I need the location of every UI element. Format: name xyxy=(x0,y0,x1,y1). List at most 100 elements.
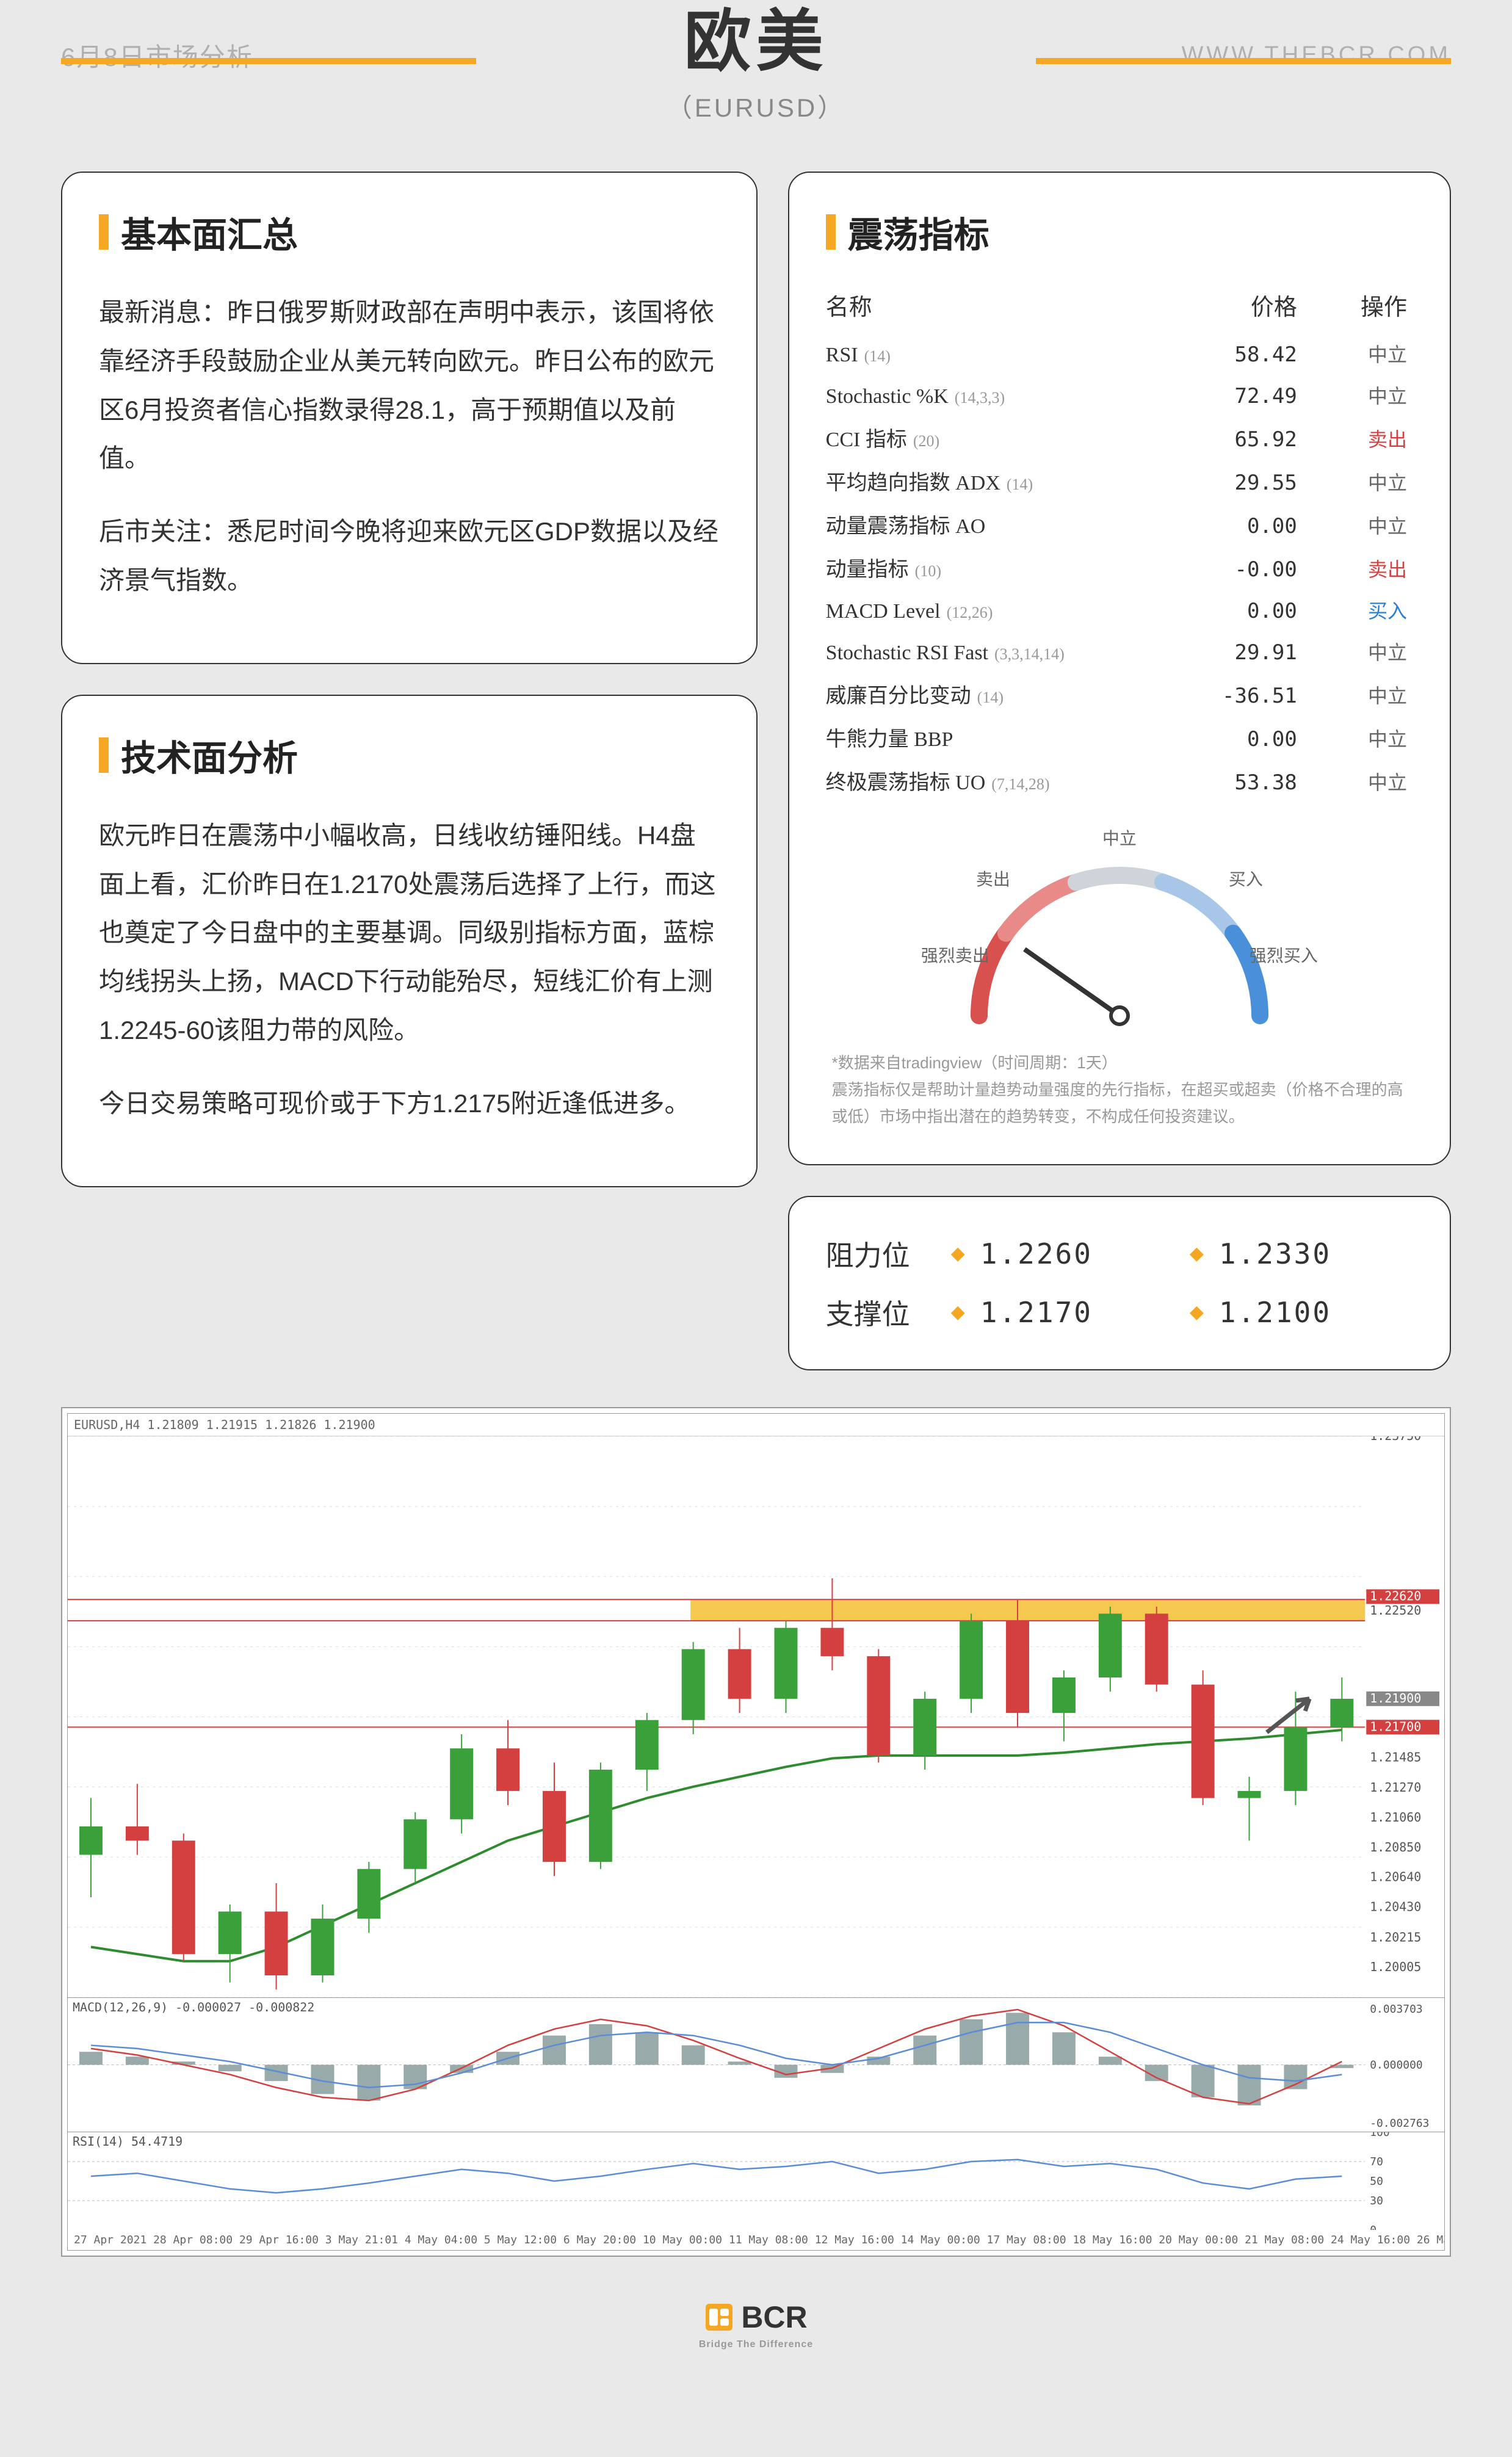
chart-macd: MACD(12,26,9) -0.000027 -0.000822 0.00370… xyxy=(68,1998,1444,2132)
gauge: 中立 卖出 买入 强烈卖出 强烈买入 xyxy=(924,833,1315,1028)
gauge-label-sell: 卖出 xyxy=(976,866,1010,891)
fundamentals-body: 最新消息：昨日俄罗斯财政部在声明中表示，该国将依靠经济手段鼓励企业从美元转向欧元… xyxy=(99,288,720,605)
technical-p1: 欧元昨日在震荡中小幅收高，日线收纺锤阳线。H4盘面上看，汇价昨日在1.2170处… xyxy=(99,811,720,1055)
svg-text:-0.002763: -0.002763 xyxy=(1370,2117,1429,2130)
oscillators-table: 名称 价格 操作 RSI(14)58.42中立Stochastic %K(14,… xyxy=(826,288,1413,802)
osc-name: Stochastic %K(14,3,3) xyxy=(826,385,1171,408)
osc-param: (10) xyxy=(915,562,941,580)
osc-price: 0.00 xyxy=(1171,727,1297,751)
oscillator-row: 终极震荡指标 UO(7,14,28)53.38中立 xyxy=(826,759,1413,802)
fundamentals-card: 基本面汇总 最新消息：昨日俄罗斯财政部在声明中表示，该国将依靠经济手段鼓励企业从… xyxy=(61,172,758,664)
osc-action: 卖出 xyxy=(1297,554,1413,582)
oscillators-head: 名称 价格 操作 xyxy=(826,288,1413,322)
accent-line-right xyxy=(1036,58,1451,64)
oscillator-row: 动量指标(10)-0.00卖出 xyxy=(826,546,1413,589)
osc-price: 0.00 xyxy=(1171,599,1297,623)
osc-name: 终极震荡指标 UO(7,14,28) xyxy=(826,765,1171,795)
osc-action: 中立 xyxy=(1297,339,1413,367)
osc-param: (7,14,28) xyxy=(991,775,1049,793)
osc-param: (14) xyxy=(1007,476,1033,493)
accent-line-left xyxy=(61,58,476,64)
osc-name: Stochastic RSI Fast(3,3,14,14) xyxy=(826,642,1171,665)
osc-price: -0.00 xyxy=(1171,557,1297,582)
osc-name: RSI(14) xyxy=(826,344,1171,367)
svg-text:1.20215: 1.20215 xyxy=(1370,1930,1421,1944)
osc-name: 动量震荡指标 AO xyxy=(826,509,1171,539)
osc-price: 29.91 xyxy=(1171,640,1297,665)
technical-card: 技术面分析 欧元昨日在震荡中小幅收高，日线收纺锤阳线。H4盘面上看，汇价昨日在1… xyxy=(61,695,758,1187)
page: 6月8日市场分析 欧美 （EURUSD） WWW.THEBCR.COM 基本面汇… xyxy=(24,24,1488,2368)
svg-text:1.22520: 1.22520 xyxy=(1370,1602,1421,1617)
support-v1: 1.2170 xyxy=(980,1296,1174,1329)
oscillators-rows: RSI(14)58.42中立Stochastic %K(14,3,3)72.49… xyxy=(826,333,1413,802)
right-column: 震荡指标 名称 价格 操作 RSI(14)58.42中立Stochastic %… xyxy=(788,172,1451,1370)
technical-title: 技术面分析 xyxy=(99,729,720,781)
left-column: 基本面汇总 最新消息：昨日俄罗斯财政部在声明中表示，该国将依靠经济手段鼓励企业从… xyxy=(61,172,758,1370)
fundamentals-p2: 后市关注：悉尼时间今晚将迎来欧元区GDP数据以及经济景气指数。 xyxy=(99,507,720,605)
footer-logo: BCR xyxy=(704,2300,807,2335)
dot-icon: ◆ xyxy=(951,1243,965,1264)
footer: BCR Bridge The Difference xyxy=(24,2281,1488,2368)
oscillator-row: Stochastic RSI Fast(3,3,14,14)29.91中立 xyxy=(826,631,1413,672)
osc-name: MACD Level(12,26) xyxy=(826,600,1171,623)
footer-tagline: Bridge The Difference xyxy=(24,2339,1488,2350)
osc-action: 买入 xyxy=(1297,596,1413,624)
header-subtitle: （EURUSD） xyxy=(667,87,845,125)
oscillators-title: 震荡指标 xyxy=(826,206,1413,258)
dot-icon: ◆ xyxy=(951,1301,965,1323)
svg-text:RSI(14) 54.4719: RSI(14) 54.4719 xyxy=(73,2134,183,2149)
support-row: 支撑位 ◆ 1.2170 ◆ 1.2100 xyxy=(826,1283,1413,1342)
osc-price: 0.00 xyxy=(1171,514,1297,538)
oscillator-row: CCI 指标(20)65.92卖出 xyxy=(826,416,1413,459)
osc-action: 中立 xyxy=(1297,468,1413,496)
osc-head-price: 价格 xyxy=(1171,288,1297,322)
osc-param: (3,3,14,14) xyxy=(994,645,1065,663)
osc-head-name: 名称 xyxy=(826,288,1171,322)
svg-text:50: 50 xyxy=(1370,2175,1383,2188)
svg-text:1.21700: 1.21700 xyxy=(1370,1719,1421,1734)
osc-param: (20) xyxy=(913,432,939,450)
svg-text:1.21060: 1.21060 xyxy=(1370,1810,1421,1825)
resistance-label: 阻力位 xyxy=(826,1234,936,1274)
resistance-v2: 1.2330 xyxy=(1219,1237,1413,1270)
svg-text:100: 100 xyxy=(1370,2132,1389,2139)
gauge-labels: 中立 卖出 买入 强烈卖出 强烈买入 xyxy=(924,833,1315,1028)
gauge-label-strong-buy: 强烈买入 xyxy=(1250,943,1318,967)
osc-action: 中立 xyxy=(1297,637,1413,665)
dot-icon: ◆ xyxy=(1190,1243,1204,1264)
osc-name: 动量指标(10) xyxy=(826,552,1171,582)
osc-price: 72.49 xyxy=(1171,384,1297,408)
svg-text:30: 30 xyxy=(1370,2195,1383,2207)
chart-xaxis: 27 Apr 2021 28 Apr 08:00 29 Apr 16:00 3 … xyxy=(68,2230,1444,2250)
content: 基本面汇总 最新消息：昨日俄罗斯财政部在声明中表示，该国将依靠经济手段鼓励企业从… xyxy=(24,80,1488,1395)
support-label: 支撑位 xyxy=(826,1292,936,1333)
fundamentals-title: 基本面汇总 xyxy=(99,206,720,258)
oscillator-row: Stochastic %K(14,3,3)72.49中立 xyxy=(826,374,1413,416)
svg-text:MACD(12,26,9) -0.000027 -0.000: MACD(12,26,9) -0.000027 -0.000822 xyxy=(73,2000,314,2014)
svg-text:1.21270: 1.21270 xyxy=(1370,1780,1421,1795)
svg-text:1.20005: 1.20005 xyxy=(1370,1959,1421,1974)
osc-name: 平均趋向指数 ADX(14) xyxy=(826,466,1171,496)
osc-action: 卖出 xyxy=(1297,424,1413,452)
gauge-wrap: 中立 卖出 买入 强烈卖出 强烈买入 *数据来自tradingview（时间周期… xyxy=(826,833,1413,1131)
gauge-label-neutral: 中立 xyxy=(1102,825,1137,850)
osc-param: (12,26) xyxy=(947,604,993,621)
chart-rsi: RSI(14) 54.47191007050300 xyxy=(68,2132,1444,2230)
gauge-label-strong-sell: 强烈卖出 xyxy=(921,943,989,967)
svg-text:1.21485: 1.21485 xyxy=(1370,1750,1421,1764)
bcr-logo-icon xyxy=(704,2303,734,2332)
technical-body: 欧元昨日在震荡中小幅收高，日线收纺锤阳线。H4盘面上看，汇价昨日在1.2170处… xyxy=(99,811,720,1128)
svg-text:0: 0 xyxy=(1370,2224,1376,2230)
svg-text:1.23750: 1.23750 xyxy=(1370,1436,1421,1443)
svg-text:1.20430: 1.20430 xyxy=(1370,1899,1421,1914)
svg-text:1.20640: 1.20640 xyxy=(1370,1869,1421,1884)
osc-param: (14) xyxy=(977,689,1004,706)
osc-name: 牛熊力量 BBP xyxy=(826,722,1171,752)
oscillator-row: MACD Level(12,26)0.00买入 xyxy=(826,589,1413,631)
header-date: 6月8日市场分析 xyxy=(61,37,253,74)
svg-text:0.003703: 0.003703 xyxy=(1370,2002,1422,2015)
header-title: 欧美 xyxy=(667,0,845,84)
oscillator-row: RSI(14)58.42中立 xyxy=(826,333,1413,374)
osc-action: 中立 xyxy=(1297,381,1413,409)
oscillator-row: 平均趋向指数 ADX(14)29.55中立 xyxy=(826,459,1413,502)
